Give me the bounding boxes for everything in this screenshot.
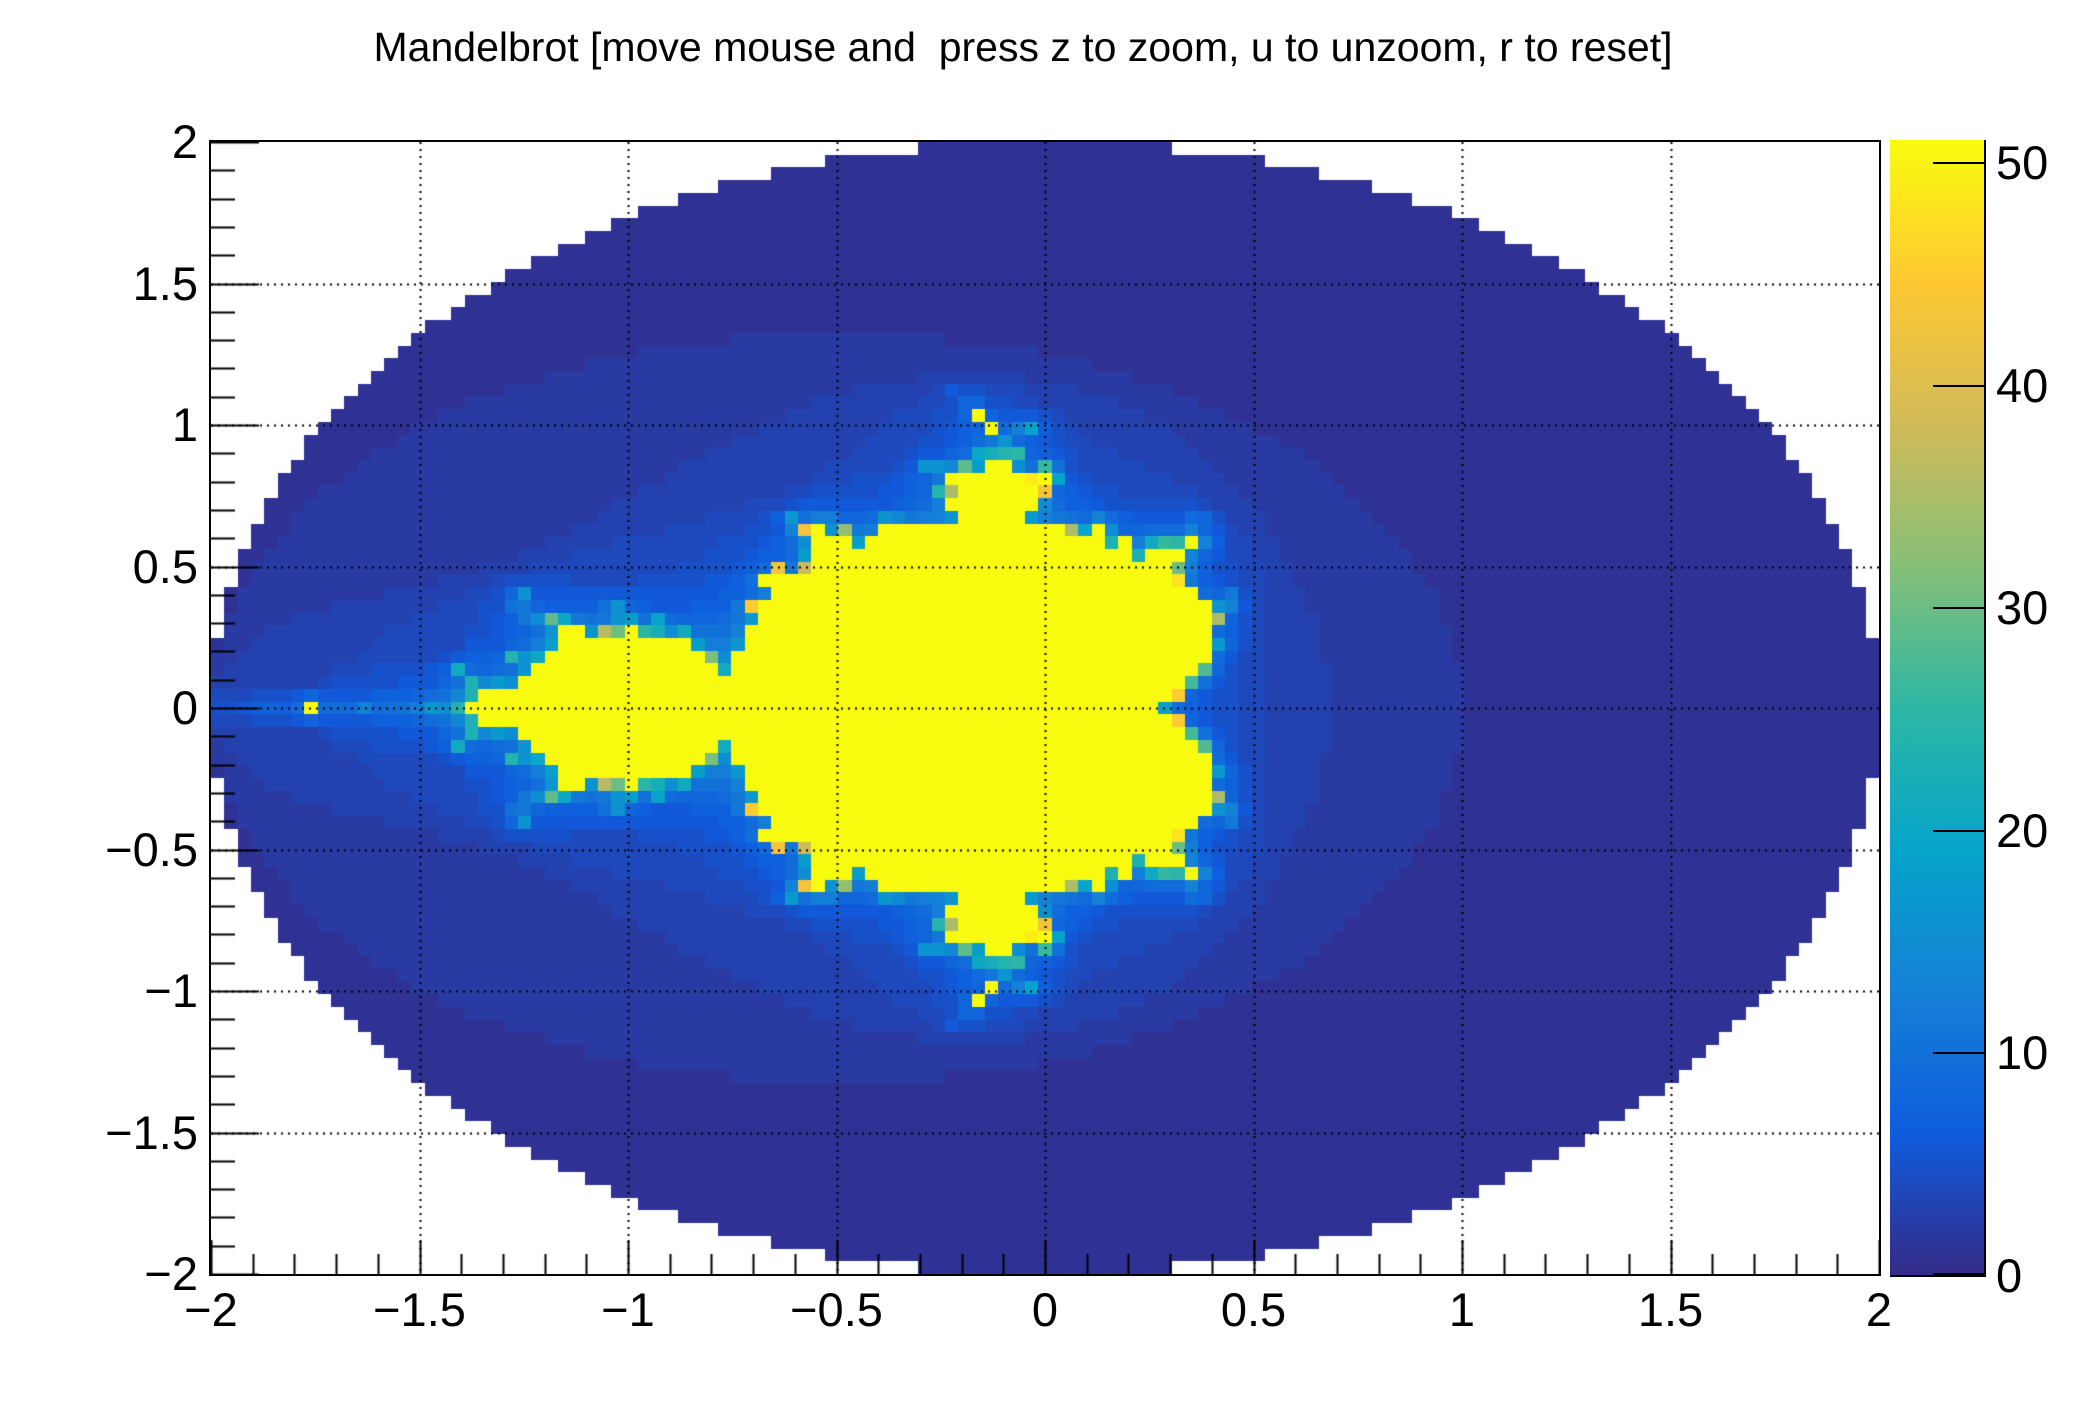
palette-colorbar[interactable] xyxy=(1890,140,1986,1277)
y-tick-label: 2 xyxy=(171,115,198,168)
palette-tick xyxy=(1933,607,1984,610)
palette-tick-label: 30 xyxy=(1996,581,2049,635)
plot-frame[interactable] xyxy=(209,140,1881,1276)
x-tick-label: −1 xyxy=(601,1283,655,1336)
palette-tick-label: 50 xyxy=(1996,136,2049,190)
palette-gradient xyxy=(1890,140,1984,1275)
y-tick-label: −1 xyxy=(144,964,198,1017)
palette-tick xyxy=(1933,829,1984,832)
palette-tick xyxy=(1933,384,1984,387)
palette-tick xyxy=(1933,162,1984,165)
x-tick-label: 2 xyxy=(1865,1283,1893,1336)
mandelbrot-heatmap[interactable] xyxy=(211,142,1879,1274)
y-tick-label: −2 xyxy=(144,1247,198,1300)
palette-tick-label: 10 xyxy=(1996,1026,2049,1080)
x-tick-label: −2 xyxy=(184,1283,238,1336)
x-tick-label: −1.5 xyxy=(373,1283,466,1336)
y-tick-label: −1.5 xyxy=(105,1105,198,1159)
x-tick-label: 1 xyxy=(1448,1283,1476,1336)
x-tick-label: −0.5 xyxy=(790,1283,883,1336)
y-tick-label: −0.5 xyxy=(105,822,198,876)
y-tick-label: 0 xyxy=(171,681,198,734)
palette-tick xyxy=(1933,1052,1984,1055)
x-tick-label: 0 xyxy=(1031,1283,1059,1336)
x-tick-label: 0.5 xyxy=(1220,1283,1287,1336)
y-tick-label: 1.5 xyxy=(132,256,198,310)
palette-tick-label: 20 xyxy=(1996,803,2049,857)
chart-title: Mandelbrot [move mouse and press z to zo… xyxy=(373,24,1673,70)
palette-tick-label: 0 xyxy=(1996,1249,2023,1302)
palette-tick xyxy=(1933,1273,1984,1275)
y-tick-label: 1 xyxy=(171,398,198,451)
palette-tick-label: 40 xyxy=(1996,358,2049,412)
x-tick-label: 1.5 xyxy=(1637,1283,1704,1336)
y-tick-label: 0.5 xyxy=(132,539,198,593)
